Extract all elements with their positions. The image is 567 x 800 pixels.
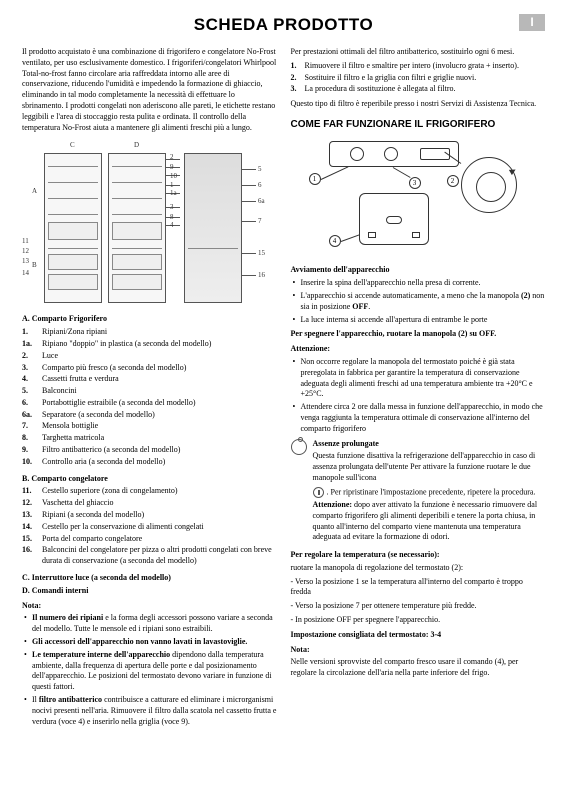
list-item: Inserire la spina dell'apparecchio nella… bbox=[291, 278, 546, 289]
list-item: Non occorre regolare la manopola del ter… bbox=[291, 357, 546, 400]
page-header: SCHEDA PRODOTTO I bbox=[22, 14, 545, 37]
nota-item: Gli accessori dell'apparecchio non vanno… bbox=[22, 637, 277, 648]
callout-2: 2 bbox=[447, 175, 459, 187]
regolare-3: - Verso la posizione 7 per ottenere temp… bbox=[291, 601, 546, 612]
legend-b-list: 11.Cestello superiore (zona di congelame… bbox=[22, 486, 277, 567]
ripristinare-text: . Per ripristinare l'impostazione preced… bbox=[327, 487, 536, 496]
regolare-2: - Verso la posizione 1 se la temperatura… bbox=[291, 577, 546, 599]
thermostat-knob-icon bbox=[461, 157, 517, 213]
assenze-body: Questa funzione disattiva la refrigerazi… bbox=[313, 451, 536, 482]
knob-1-icon bbox=[350, 147, 364, 161]
legend-item: 3.Comparto più fresco (a seconda del mod… bbox=[22, 363, 277, 374]
left-column: Il prodotto acquistato è una combinazion… bbox=[22, 47, 277, 731]
intro-text: Il prodotto acquistato è una combinazion… bbox=[22, 47, 277, 133]
right-column: Per prestazioni ottimali del filtro anti… bbox=[291, 47, 546, 731]
regolare-4: - In posizione OFF per spegnere l'appare… bbox=[291, 615, 546, 626]
nota-item: Il numero dei ripiani e la forma degli a… bbox=[22, 613, 277, 635]
nota-r-body: Nelle versioni sprovviste del comparto f… bbox=[291, 657, 546, 679]
attenzione-heading: Attenzione: bbox=[291, 344, 546, 355]
vacation-icon bbox=[291, 439, 307, 455]
callout-1: 1 bbox=[309, 173, 321, 185]
list-item: Attendere circa 2 ore dalla messa in fun… bbox=[291, 402, 546, 434]
step-item: 1.Rimuovere il filtro e smaltire per int… bbox=[291, 61, 546, 72]
assenze-title: Assenze prolungate bbox=[313, 439, 546, 450]
avviamento-heading: Avviamento dell'apparecchio bbox=[291, 265, 546, 276]
fridge-diagram: C D A B bbox=[22, 141, 277, 306]
page-title: SCHEDA PRODOTTO bbox=[22, 14, 545, 37]
nota-r-heading: Nota: bbox=[291, 645, 546, 656]
knob-3-icon bbox=[384, 147, 398, 161]
spegnere-text: Per spegnere l'apparecchio, ruotare la m… bbox=[291, 329, 546, 340]
panel-strip bbox=[329, 141, 459, 167]
tipo-filtro-text: Questo tipo di filtro è reperibile press… bbox=[291, 99, 546, 110]
legend-item: 11.Cestello superiore (zona di congelame… bbox=[22, 486, 277, 497]
callout-3: 3 bbox=[409, 177, 421, 189]
legend-item: 14.Cestello per la conservazione di alim… bbox=[22, 522, 277, 533]
fridge-outline-1 bbox=[44, 153, 102, 303]
legend-item: 2.Luce bbox=[22, 351, 277, 362]
nota-item: Il filtro antibatterico contribuisce a c… bbox=[22, 695, 277, 727]
legend-item: 4.Cassetti frutta e verdura bbox=[22, 374, 277, 385]
attenzione2-text: Attenzione: dopo aver attivato la funzio… bbox=[313, 500, 546, 543]
legend-item: 12.Vaschetta del ghiaccio bbox=[22, 498, 277, 509]
legend-item: 8.Targhetta matricola bbox=[22, 433, 277, 444]
nota-title: Nota: bbox=[22, 601, 277, 612]
display-icon bbox=[420, 148, 450, 160]
step-item: 2.Sostituire il filtro e la griglia con … bbox=[291, 73, 546, 84]
legend-item: 6.Portabottiglie estraibile (a seconda d… bbox=[22, 398, 277, 409]
legend-item: 9.Filtro antibatterico (a seconda del mo… bbox=[22, 445, 277, 456]
legend-item: 7.Mensola bottiglie bbox=[22, 421, 277, 432]
reset-icon bbox=[313, 487, 324, 498]
callout-4: 4 bbox=[329, 235, 341, 247]
attenzione-list: Non occorre regolare la manopola del ter… bbox=[291, 357, 546, 435]
fridge-outline-2 bbox=[108, 153, 166, 303]
legend-item: 6a.Separatore (a seconda del modello) bbox=[22, 410, 277, 421]
nota-list: Il numero dei ripiani e la forma degli a… bbox=[22, 613, 277, 727]
legend-item: 1a.Ripiano "doppio" in plastica (a secon… bbox=[22, 339, 277, 350]
regolare-1: ruotare la manopola di regolazione del t… bbox=[291, 563, 546, 574]
legend-item: 13.Ripiani (a seconda del modello) bbox=[22, 510, 277, 521]
legend-a-list: 1.Ripiani/Zona ripiani1a.Ripiano "doppio… bbox=[22, 327, 277, 468]
legend-item: 1.Ripiani/Zona ripiani bbox=[22, 327, 277, 338]
regolare-heading: Per regolare la temperatura (se necessar… bbox=[291, 550, 546, 561]
section-d-label: D. Comandi interni bbox=[22, 586, 277, 597]
section-c-label: C. Interruttore luce (a seconda del mode… bbox=[22, 573, 277, 584]
legend-item: 5.Balconcini bbox=[22, 386, 277, 397]
list-item: L'apparecchio si accende automaticamente… bbox=[291, 291, 546, 313]
vent-panel-icon bbox=[359, 193, 429, 245]
section-a-label: A. Comparto Frigorifero bbox=[22, 314, 277, 325]
legend-item: 10.Controllo aria (a seconda del modello… bbox=[22, 457, 277, 468]
filter-steps: 1.Rimuovere il filtro e smaltire per int… bbox=[291, 61, 546, 95]
control-panel-diagram: 1 2 3 4 bbox=[291, 137, 546, 257]
two-column-layout: Il prodotto acquistato è una combinazion… bbox=[22, 47, 545, 731]
assenze-block: Assenze prolungate Questa funzione disat… bbox=[291, 439, 546, 547]
come-far-heading: COME FAR FUNZIONARE IL FRIGORIFERO bbox=[291, 118, 546, 132]
avviamento-list: Inserire la spina dell'apparecchio nella… bbox=[291, 278, 546, 325]
list-item: La luce interna si accende all'apertura … bbox=[291, 315, 546, 326]
language-badge: I bbox=[519, 14, 545, 31]
impostazione-text: Impostazione consigliata del termostato:… bbox=[291, 630, 546, 641]
prestazioni-text: Per prestazioni ottimali del filtro anti… bbox=[291, 47, 546, 58]
nota-item: Le temperature interne dell'apparecchio … bbox=[22, 650, 277, 693]
section-b-label: B. Comparto congelatore bbox=[22, 474, 277, 485]
legend-item: 15.Porta del comparto congelatore bbox=[22, 534, 277, 545]
fridge-outline-3 bbox=[184, 153, 242, 303]
step-item: 3.La procedura di sostituzione è allegat… bbox=[291, 84, 546, 95]
legend-item: 16.Balconcini del congelatore per pizza … bbox=[22, 545, 277, 567]
